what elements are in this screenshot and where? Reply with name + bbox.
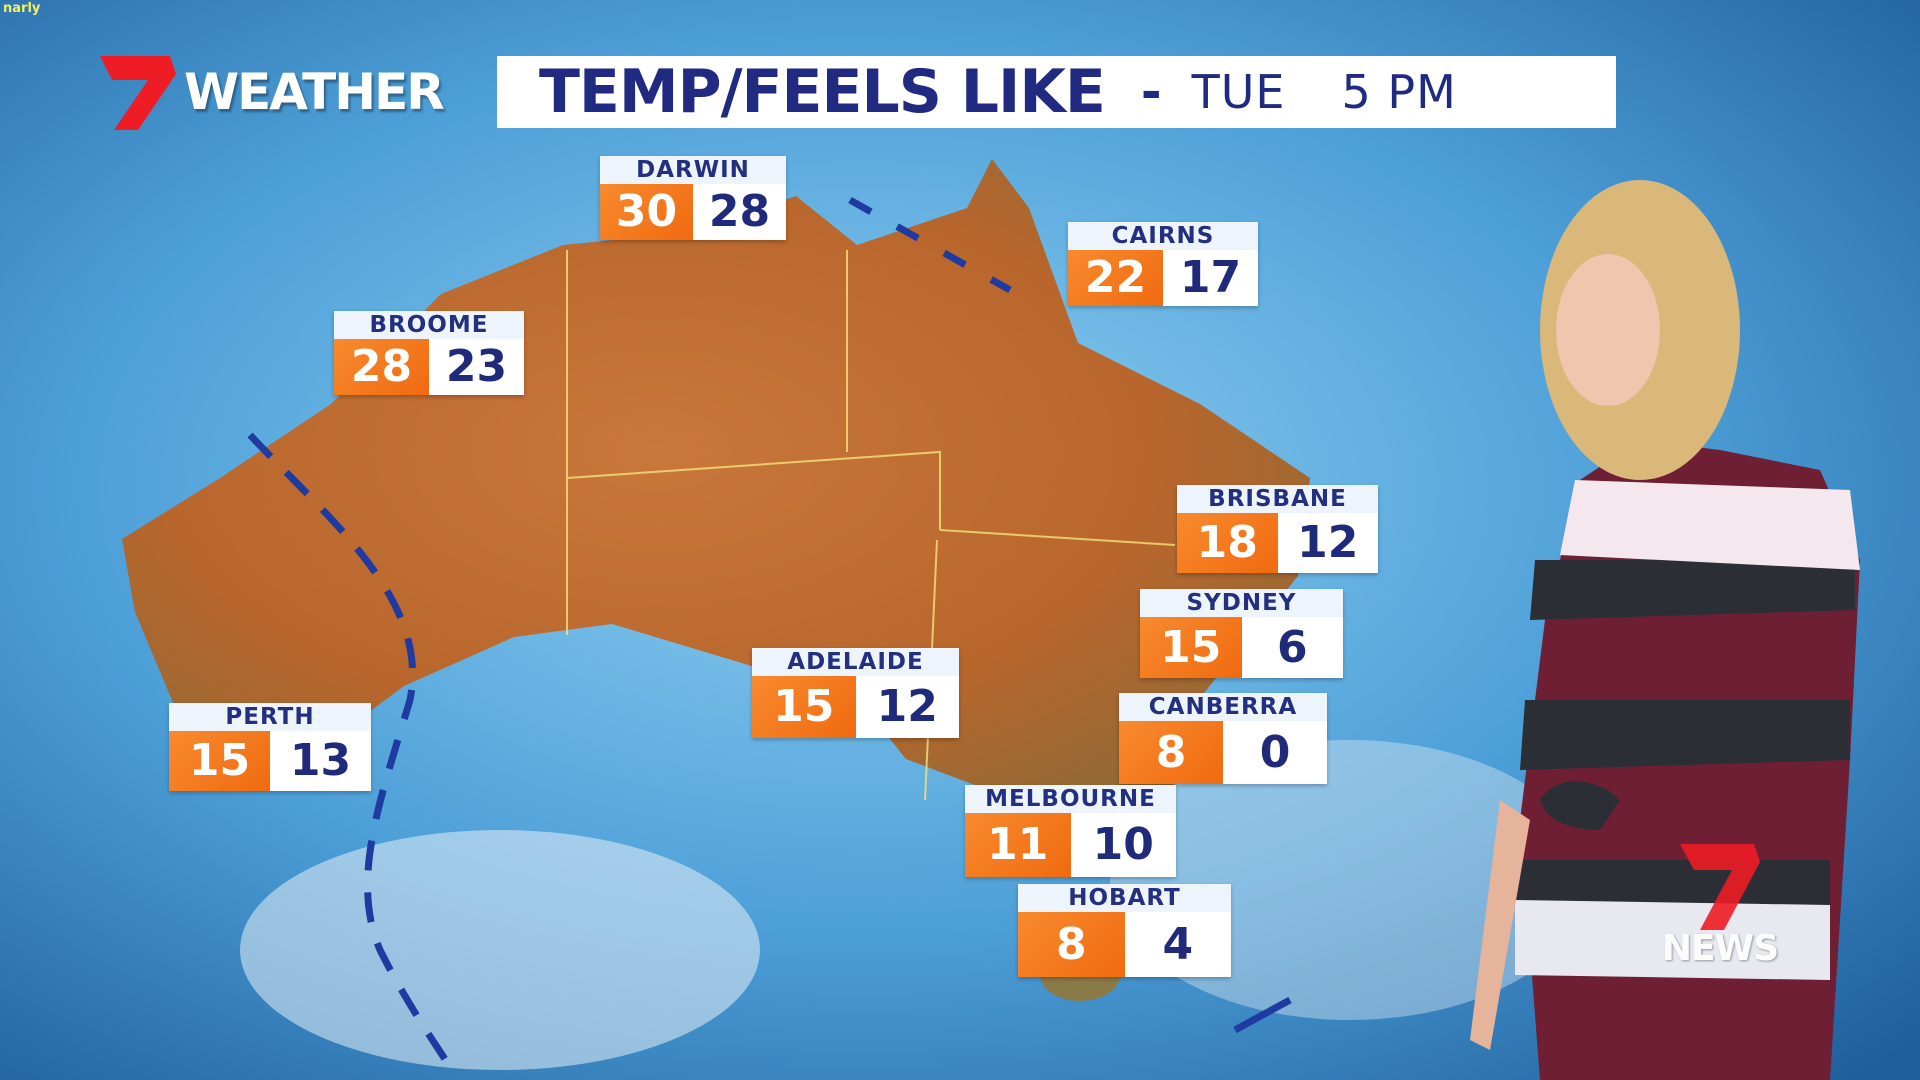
seven-weather-logo: WEATHER — [98, 54, 458, 130]
city-name: PERTH — [169, 703, 371, 731]
temperature: 28 — [334, 339, 429, 395]
temperature: 8 — [1018, 912, 1125, 977]
city-card-perth: PERTH 15 13 — [169, 703, 371, 791]
presenter — [1470, 180, 1860, 1080]
feels-like: 12 — [1277, 513, 1378, 573]
city-card-sydney: SYDNEY 15 6 — [1140, 589, 1343, 678]
page-title: TEMP/FEELS LIKE — [539, 57, 1106, 127]
seven-logo-icon — [100, 56, 176, 130]
city-name: SYDNEY — [1140, 589, 1343, 617]
city-card-darwin: DARWIN 30 28 — [600, 156, 786, 240]
temperature: 11 — [965, 813, 1071, 877]
title-bar: TEMP/FEELS LIKE - TUE 5 PM — [497, 56, 1616, 128]
feels-like: 28 — [693, 184, 786, 240]
feels-like: 17 — [1163, 250, 1258, 306]
city-name: DARWIN — [600, 156, 786, 184]
seven-logo-icon — [1680, 844, 1760, 930]
temperature: 30 — [600, 184, 693, 240]
seven-news-watermark: NEWS — [1640, 842, 1800, 969]
title-day: TUE — [1191, 65, 1286, 119]
temperature: 8 — [1119, 721, 1223, 784]
feels-like: 23 — [429, 339, 524, 395]
city-name: CANBERRA — [1119, 693, 1327, 721]
feels-like: 13 — [270, 731, 371, 791]
city-card-cairns: CAIRNS 22 17 — [1068, 222, 1258, 306]
city-card-melbourne: MELBOURNE 11 10 — [965, 785, 1176, 877]
title-separator: - — [1140, 63, 1162, 121]
city-card-adelaide: ADELAIDE 15 12 — [752, 648, 959, 738]
feels-like: 4 — [1124, 912, 1231, 977]
title-time: 5 PM — [1341, 65, 1457, 119]
corner-tag: narly — [3, 1, 41, 16]
temperature: 18 — [1177, 513, 1278, 573]
feels-like: 6 — [1241, 617, 1343, 678]
city-name: HOBART — [1018, 884, 1231, 912]
city-card-brisbane: BRISBANE 18 12 — [1177, 485, 1378, 573]
watermark-text: NEWS — [1661, 928, 1779, 969]
city-name: BRISBANE — [1177, 485, 1378, 513]
feels-like: 12 — [855, 676, 959, 738]
temperature: 15 — [752, 676, 856, 738]
city-name: BROOME — [334, 311, 524, 339]
temperature: 15 — [169, 731, 270, 791]
feels-like: 10 — [1070, 813, 1176, 877]
temperature: 22 — [1068, 250, 1163, 306]
cold-front-line — [247, 432, 459, 1077]
logo-text: WEATHER — [184, 63, 445, 121]
city-name: CAIRNS — [1068, 222, 1258, 250]
city-name: ADELAIDE — [752, 648, 959, 676]
feels-like: 0 — [1223, 721, 1327, 784]
city-name: MELBOURNE — [965, 785, 1176, 813]
temperature: 15 — [1140, 617, 1242, 678]
city-card-broome: BROOME 28 23 — [334, 311, 524, 395]
